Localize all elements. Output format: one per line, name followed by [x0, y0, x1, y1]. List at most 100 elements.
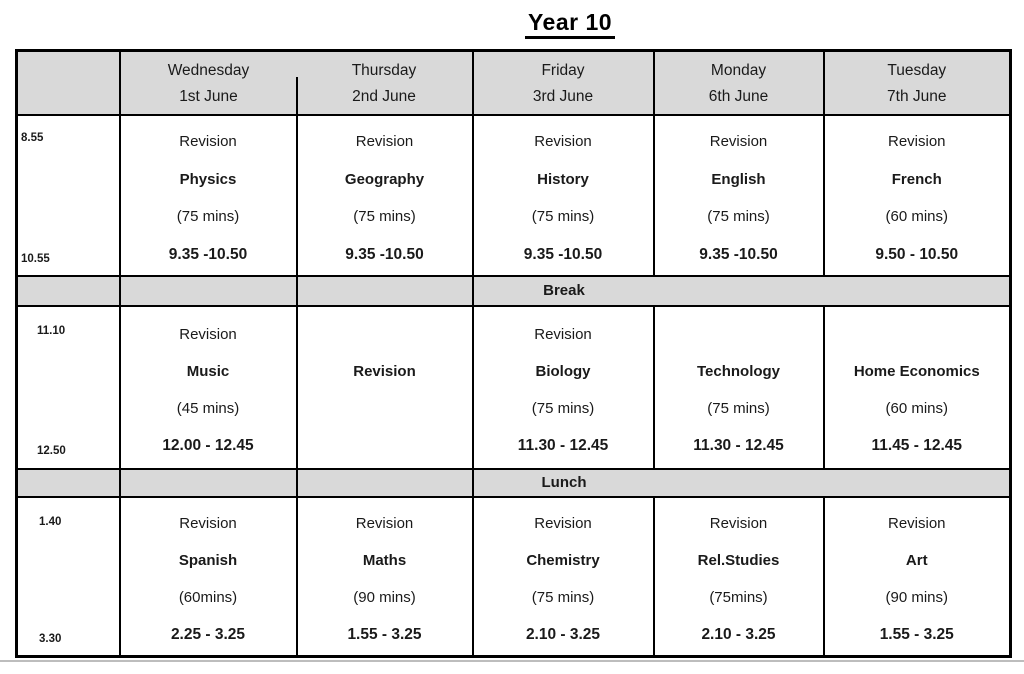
session2-thursday-cell: Revision	[295, 304, 474, 470]
day-name: Friday	[541, 62, 585, 80]
subject-line: French	[891, 170, 942, 188]
time-range-line: 2.10 - 3.25	[525, 625, 601, 643]
session2-time-cell: 11.10 12.50	[15, 304, 121, 470]
header-cell-wednesday: Wednesday 1st June	[118, 49, 297, 116]
subject-line: Maths	[362, 551, 407, 569]
revision-line: Revision	[709, 133, 768, 150]
timeslot-start: 8.55	[21, 132, 44, 144]
timeslot-end: 3.30	[39, 632, 62, 645]
session1-wednesday-cell: Revision Physics (75 mins) 9.35 -10.50	[118, 113, 298, 277]
revision-line	[655, 325, 823, 344]
time-range-line: 9.50 - 10.50	[875, 245, 959, 263]
revision-line: Revision	[887, 514, 946, 532]
revision-line: Revision	[534, 514, 592, 532]
timeslot-end: 10.55	[21, 253, 50, 265]
time-range-line: 9.35 -10.50	[168, 245, 248, 263]
day-date: 3rd June	[532, 88, 594, 106]
day-name: Wednesday	[167, 62, 250, 80]
duration-line: (60 mins)	[885, 208, 948, 226]
revision-line: Revision	[534, 326, 592, 343]
subject-line: Physics	[179, 170, 237, 188]
time-range-line: 1.55 - 3.25	[879, 625, 954, 643]
title-bar: Year 10	[0, 0, 1024, 49]
session3-wednesday-cell: Revision Spanish (60mins) 2.25 - 3.25	[118, 495, 298, 658]
revision-line: Revision	[709, 514, 768, 532]
session3-time-cell: 1.40 3.30	[15, 495, 121, 658]
revision-line	[825, 325, 1010, 344]
revision-line: Revision	[179, 514, 237, 532]
break-row: Break	[15, 274, 1012, 307]
timeslot-start: 1.40	[39, 515, 62, 528]
session3-tuesday-cell: Revision Art (90 mins) 1.55 - 3.25	[822, 495, 1012, 658]
day-name: Tuesday	[887, 62, 947, 80]
revision-line	[298, 325, 472, 344]
duration-line: (60mins)	[178, 588, 238, 606]
time-range-line: 1.55 - 3.25	[347, 625, 422, 643]
duration-line: (75mins)	[709, 588, 768, 606]
subject-line: Biology	[535, 363, 591, 380]
year10-timetable: Wednesday 1st June Thursday 2nd June Fri…	[15, 49, 1012, 658]
subject-line: Revision	[353, 363, 416, 380]
session1-friday-cell: Revision History (75 mins) 9.35 -10.50	[471, 113, 655, 277]
time-range-line: 11.30 - 12.45	[693, 437, 784, 454]
revision-line: Revision	[887, 133, 946, 150]
break-wednesday-cell	[118, 274, 298, 307]
break-merged-cell: Break	[471, 274, 1012, 307]
lunch-time-cell	[15, 467, 121, 498]
lunch-wednesday-cell	[118, 467, 298, 498]
page-title: Year 10	[524, 9, 616, 39]
day-date: 2nd June	[352, 88, 416, 106]
time-range-line: 9.35 -10.50	[699, 245, 778, 263]
day-date: 6th June	[708, 88, 769, 106]
header-cell-friday: Friday 3rd June	[471, 49, 655, 116]
duration-line: (75 mins)	[353, 208, 416, 226]
session1-thursday-cell: Revision Geography (75 mins) 9.35 -10.50	[295, 113, 474, 277]
session2-friday-cell: Revision Biology (75 mins) 11.30 - 12.45	[471, 304, 655, 470]
lunch-row: Lunch	[15, 467, 1012, 498]
break-time-cell	[15, 274, 121, 307]
lunch-merged-cell: Lunch	[471, 467, 1012, 498]
duration-line: (75 mins)	[176, 208, 240, 226]
session2-tuesday-cell: Home Economics (60 mins) 11.45 - 12.45	[822, 304, 1012, 470]
subject-line: Chemistry	[526, 551, 600, 569]
subject-line: Technology	[696, 363, 781, 380]
day-name: Monday	[710, 62, 767, 80]
revision-line: Revision	[179, 133, 237, 150]
time-range-line: 9.35 -10.50	[345, 245, 424, 263]
subject-line: Home Economics	[853, 363, 980, 380]
duration-line: (60 mins)	[885, 400, 948, 417]
subject-line: Spanish	[178, 551, 238, 569]
subject-line: Art	[905, 551, 928, 569]
subject-line: English	[711, 170, 766, 188]
session3-friday-cell: Revision Chemistry (75 mins) 2.10 - 3.25	[471, 495, 655, 658]
break-thursday-cell	[295, 274, 474, 307]
timeslot-start: 11.10	[37, 325, 66, 337]
session1-time-cell: 8.55 10.55	[15, 113, 121, 277]
session2-row: 11.10 12.50 Revision Music (45 mins) 12.…	[15, 304, 1012, 470]
header-cell-time	[15, 49, 121, 116]
subject-line: Geography	[344, 170, 425, 188]
revision-line: Revision	[355, 133, 414, 150]
header-row: Wednesday 1st June Thursday 2nd June Fri…	[15, 49, 1012, 116]
time-range-line: 9.35 -10.50	[523, 245, 603, 263]
subject-line: Rel.Studies	[697, 551, 780, 569]
time-range-line: 12.00 - 12.45	[162, 437, 254, 454]
session1-tuesday-cell: Revision French (60 mins) 9.50 - 10.50	[822, 113, 1012, 277]
lunch-label: Lunch	[541, 474, 587, 491]
session3-thursday-cell: Revision Maths (90 mins) 1.55 - 3.25	[295, 495, 474, 658]
duration-line: (90 mins)	[353, 588, 416, 606]
time-range-line: 11.45 - 12.45	[871, 437, 963, 454]
lunch-thursday-cell	[295, 467, 474, 498]
subject-line: Music	[186, 363, 230, 380]
session3-monday-cell: Revision Rel.Studies (75mins) 2.10 - 3.2…	[652, 495, 825, 658]
duration-line	[298, 399, 472, 418]
duration-line: (75 mins)	[707, 208, 770, 226]
session1-monday-cell: Revision English (75 mins) 9.35 -10.50	[652, 113, 825, 277]
time-range-line: 11.30 - 12.45	[517, 437, 609, 454]
duration-line: (75 mins)	[531, 208, 595, 226]
duration-line: (75 mins)	[707, 400, 770, 417]
revision-line: Revision	[179, 326, 237, 343]
session3-row: 1.40 3.30 Revision Spanish (60mins) 2.25…	[15, 495, 1012, 658]
header-cell-monday: Monday 6th June	[652, 49, 825, 116]
